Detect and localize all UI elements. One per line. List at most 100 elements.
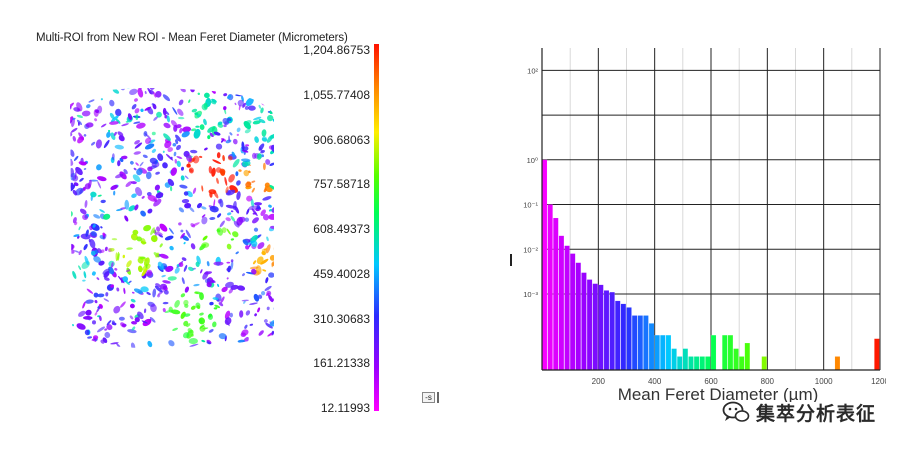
render-blob (142, 154, 148, 158)
render-blob (70, 247, 75, 254)
render-blob (222, 88, 229, 91)
render-blob (196, 114, 201, 118)
render-blob (156, 111, 162, 118)
render-blob (79, 208, 87, 215)
render-blob (128, 280, 132, 284)
render-blob (113, 190, 116, 196)
render-blob (95, 139, 102, 149)
render-blob (201, 242, 210, 248)
render-blob (248, 105, 256, 111)
render-blob (149, 88, 155, 90)
render-blob (265, 292, 270, 296)
render-blob (201, 339, 206, 343)
render-blob (271, 205, 274, 213)
render-blob (114, 267, 118, 271)
histogram-bar (603, 290, 610, 371)
render-blob (260, 107, 264, 114)
render-blob (106, 324, 113, 331)
render-blob (179, 127, 183, 134)
render-blob (88, 238, 91, 243)
render-blob (89, 239, 96, 249)
render-blob (84, 183, 91, 190)
render-blob (130, 160, 134, 165)
render-blob (149, 316, 156, 323)
render-blob (146, 291, 151, 296)
render-blob (273, 305, 274, 312)
render-blob (172, 327, 179, 332)
render-blob (102, 268, 110, 275)
render-blob (136, 122, 146, 129)
render-blob (238, 216, 246, 223)
render-blob (135, 114, 139, 120)
histogram-bar (739, 356, 745, 371)
render-blob (274, 193, 280, 199)
render-blob (276, 99, 286, 110)
render-blob (280, 98, 284, 102)
render-blob (110, 262, 114, 268)
render-blob (191, 128, 197, 132)
render-blob (202, 235, 208, 241)
render-blob (197, 92, 201, 96)
render-blob (63, 148, 66, 152)
render-blob (62, 138, 70, 148)
render-blob (73, 250, 80, 253)
render-blob (230, 261, 234, 270)
render-blob (199, 124, 205, 130)
render-blob (226, 277, 229, 280)
render-blob (208, 329, 214, 333)
render-blob (147, 195, 158, 202)
render-blob (265, 277, 269, 284)
render-blob (62, 116, 70, 124)
render-blob (86, 104, 91, 109)
histogram-bar (547, 204, 553, 371)
render-blob (152, 288, 157, 298)
render-blob (148, 318, 151, 323)
render-blob (204, 92, 210, 99)
render-blob (133, 167, 137, 171)
histogram-bar (575, 262, 581, 371)
render-blob (130, 233, 138, 241)
render-blob (76, 102, 83, 112)
histogram-bar (705, 356, 711, 371)
render-blob (209, 216, 216, 221)
histogram-bar (626, 307, 632, 371)
histogram-bar (699, 356, 705, 371)
render-blob (113, 131, 117, 136)
render-blob (63, 153, 67, 159)
render-blob (190, 88, 197, 90)
render-blob (201, 185, 204, 192)
render-blob (132, 229, 139, 236)
render-blob (170, 167, 177, 176)
render-blob (111, 153, 115, 161)
render-blob (149, 157, 158, 164)
render-blob (137, 257, 144, 264)
collapse-button[interactable]: -s (422, 392, 435, 403)
render-blob (147, 166, 153, 172)
render-blob (62, 100, 65, 104)
render-blob (110, 284, 115, 288)
render-blob (268, 272, 274, 278)
render-blob (130, 181, 137, 185)
render-blob (185, 229, 191, 239)
render-blob (79, 88, 84, 93)
render-blob (251, 268, 257, 275)
x-tick-label: 400 (648, 377, 662, 386)
render-blob (70, 253, 71, 261)
render-blob (108, 266, 115, 275)
render-blob (115, 173, 124, 179)
render-blob (130, 342, 136, 349)
y-tick-label: 10⁻³ (523, 290, 538, 299)
render-blob (90, 231, 97, 237)
render-blob (163, 289, 169, 295)
render-blob (204, 147, 208, 151)
render-blob (228, 174, 235, 183)
render-blob (140, 210, 146, 217)
render-blob (71, 117, 75, 128)
render-blob (144, 106, 152, 111)
render-blob (236, 191, 241, 201)
render-blob (213, 307, 218, 310)
histogram-bar (761, 356, 767, 371)
render-blob (235, 171, 239, 177)
render-blob (212, 159, 222, 164)
render-blob (94, 312, 98, 316)
